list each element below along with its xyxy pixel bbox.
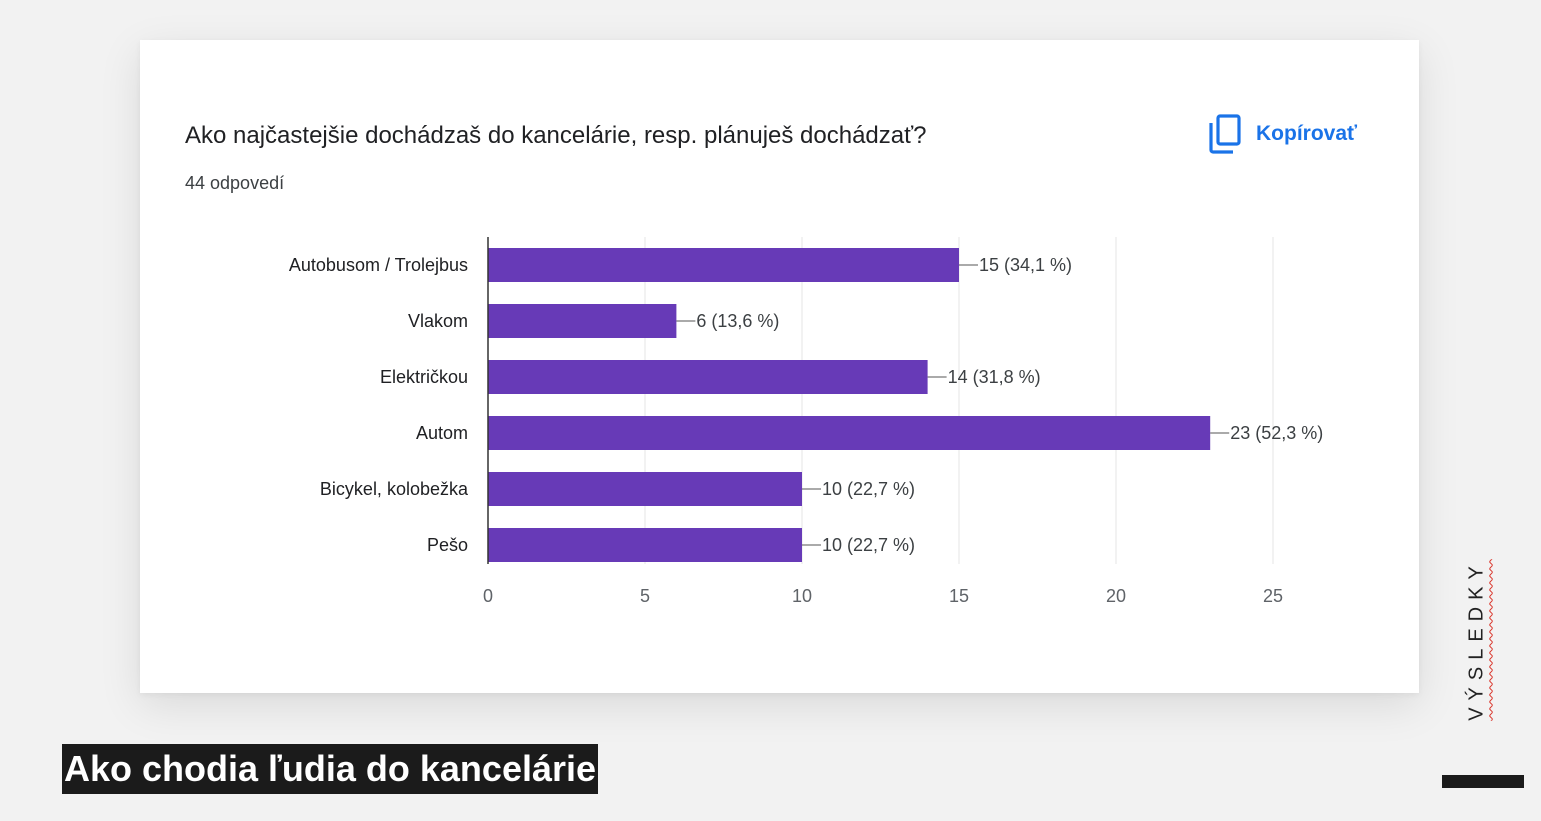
data-label: 10 (22,7 %) bbox=[822, 479, 915, 499]
data-label: 15 (34,1 %) bbox=[979, 255, 1072, 275]
data-label: 23 (52,3 %) bbox=[1230, 423, 1323, 443]
copy-button[interactable]: Kopírovať bbox=[1208, 114, 1357, 154]
bar bbox=[488, 248, 959, 282]
side-label: VÝSLEDKY bbox=[1465, 559, 1488, 721]
copy-button-label: Kopírovať bbox=[1256, 122, 1358, 145]
category-label: Autobusom / Trolejbus bbox=[289, 255, 468, 275]
x-tick-label: 20 bbox=[1106, 586, 1126, 606]
x-tick-label: 15 bbox=[949, 586, 969, 606]
bar bbox=[488, 528, 802, 562]
x-tick-label: 10 bbox=[792, 586, 812, 606]
bar bbox=[488, 472, 802, 506]
bar bbox=[488, 304, 677, 338]
bar bbox=[488, 416, 1211, 450]
side-decor-bar bbox=[1442, 775, 1524, 788]
response-count: 44 odpovedí bbox=[185, 173, 285, 193]
question-title: Ako najčastejšie dochádzaš do kancelárie… bbox=[185, 122, 927, 149]
category-label: Električkou bbox=[380, 367, 468, 387]
results-card: Ako najčastejšie dochádzaš do kancelárie… bbox=[140, 40, 1419, 693]
page-caption: Ako chodia ľudia do kancelárie bbox=[62, 744, 599, 794]
data-label: 10 (22,7 %) bbox=[822, 535, 915, 555]
bar bbox=[488, 360, 928, 394]
category-label: Pešo bbox=[427, 535, 468, 555]
x-tick-label: 0 bbox=[483, 586, 493, 606]
category-label: Vlakom bbox=[408, 311, 468, 331]
category-label: Autom bbox=[416, 423, 468, 443]
data-label: 6 (13,6 %) bbox=[696, 311, 779, 331]
bar-chart: Autobusom / Trolejbus 15 (34,1 %) Vlakom 6 … bbox=[289, 237, 1323, 606]
category-label: Bicykel, kolobežka bbox=[320, 479, 469, 499]
x-tick-label: 5 bbox=[640, 586, 650, 606]
x-tick-label: 25 bbox=[1263, 586, 1283, 606]
copy-icon bbox=[1208, 114, 1242, 154]
data-label: 14 (31,8 %) bbox=[948, 367, 1041, 387]
